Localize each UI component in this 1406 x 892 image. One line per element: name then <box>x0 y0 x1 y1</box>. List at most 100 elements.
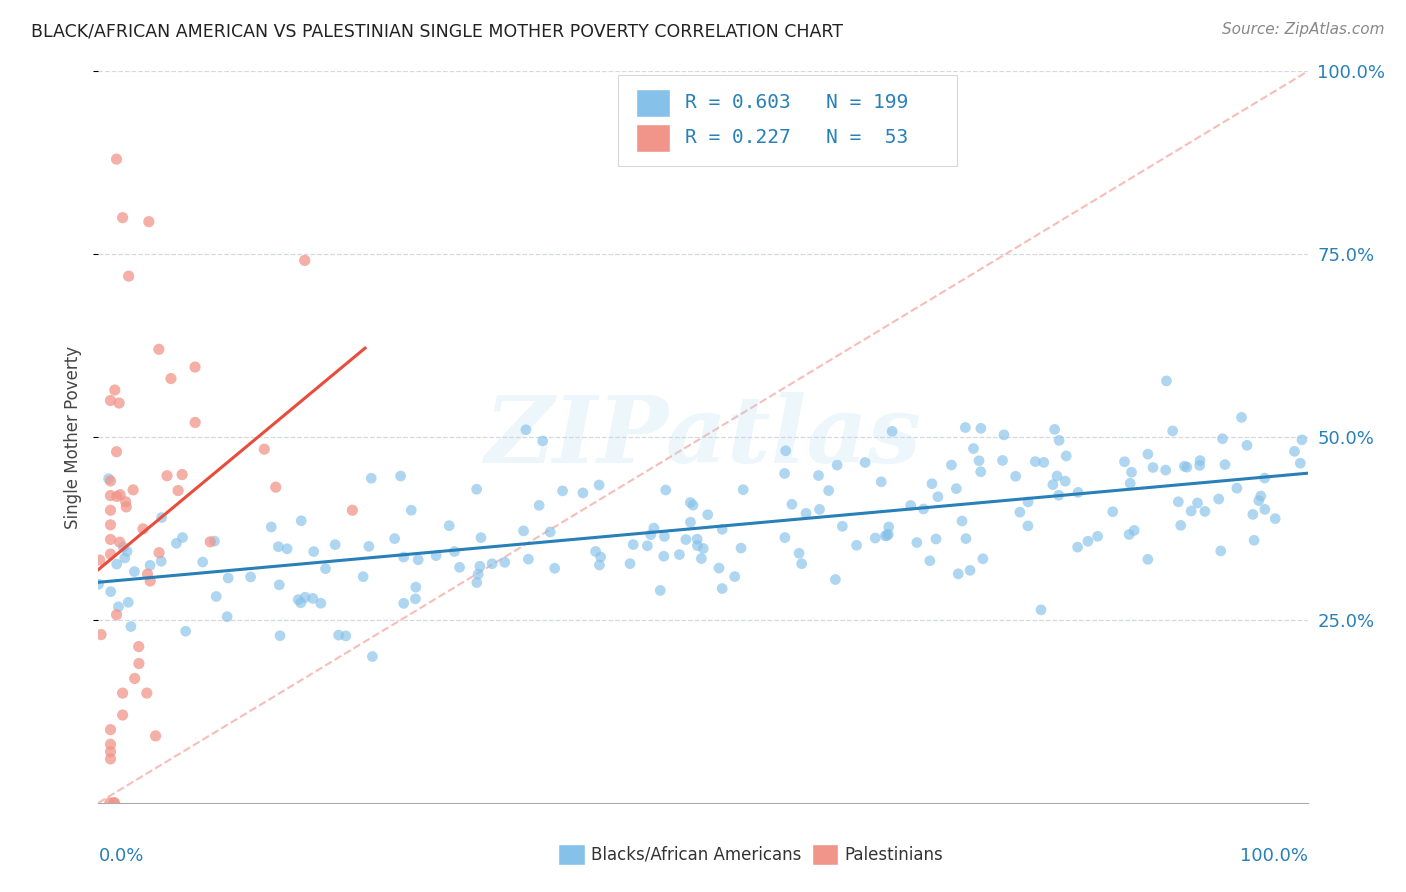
Point <box>267 540 290 554</box>
Point <box>128 657 150 671</box>
Point <box>100 503 122 517</box>
Point <box>165 536 187 550</box>
Point <box>302 544 325 558</box>
Point <box>870 475 893 489</box>
Point <box>97 472 120 486</box>
Point <box>1209 544 1232 558</box>
Point <box>690 551 713 566</box>
Point <box>100 745 122 759</box>
Point <box>585 544 607 558</box>
Point <box>260 520 283 534</box>
Point <box>733 483 755 497</box>
Point <box>538 524 561 539</box>
Point <box>392 596 415 610</box>
Point <box>399 503 422 517</box>
Point <box>900 499 922 513</box>
Point <box>105 444 128 458</box>
Point <box>167 483 190 498</box>
Point <box>588 558 610 572</box>
Point <box>650 583 672 598</box>
Point <box>1211 432 1233 446</box>
Point <box>294 591 316 605</box>
Point <box>865 531 887 545</box>
Point <box>1175 460 1198 475</box>
Point <box>875 529 897 543</box>
Point <box>1188 458 1211 473</box>
Point <box>589 549 612 564</box>
Point <box>100 737 122 751</box>
Point <box>276 541 298 556</box>
Point <box>527 499 550 513</box>
Point <box>619 557 641 571</box>
Point <box>686 532 709 546</box>
Point <box>817 483 839 498</box>
Point <box>1046 469 1069 483</box>
Point <box>120 619 142 633</box>
Point <box>1156 374 1178 388</box>
Point <box>174 624 197 639</box>
Point <box>1243 533 1265 548</box>
Point <box>1054 449 1077 463</box>
Point <box>825 458 848 472</box>
Point <box>172 467 194 482</box>
Point <box>90 627 112 641</box>
Point <box>1170 518 1192 533</box>
Point <box>1291 433 1313 447</box>
Point <box>730 541 752 555</box>
Point <box>724 569 747 583</box>
Point <box>1118 527 1140 541</box>
Point <box>449 560 471 574</box>
Point <box>100 533 122 547</box>
Point <box>172 531 194 545</box>
FancyBboxPatch shape <box>619 75 957 167</box>
Point <box>636 539 658 553</box>
Point <box>877 520 900 534</box>
Point <box>1208 491 1230 506</box>
Point <box>100 547 122 561</box>
Point <box>184 416 207 430</box>
Point <box>117 595 139 609</box>
Point <box>1180 504 1202 518</box>
Text: 0.0%: 0.0% <box>98 847 143 864</box>
Point <box>654 529 676 543</box>
Point <box>204 534 226 549</box>
Text: BLACK/AFRICAN AMERICAN VS PALESTINIAN SINGLE MOTHER POVERTY CORRELATION CHART: BLACK/AFRICAN AMERICAN VS PALESTINIAN SI… <box>31 22 844 40</box>
Point <box>1136 447 1159 461</box>
Point <box>437 518 460 533</box>
Point <box>711 582 734 596</box>
Point <box>1264 511 1286 525</box>
Point <box>1247 493 1270 508</box>
Point <box>100 723 122 737</box>
Point <box>1236 438 1258 452</box>
Point <box>1087 529 1109 543</box>
Point <box>675 533 697 547</box>
Point <box>794 507 817 521</box>
Point <box>640 527 662 541</box>
Point <box>392 550 415 565</box>
Point <box>1047 434 1070 448</box>
Point <box>711 522 734 536</box>
Point <box>89 553 111 567</box>
Point <box>780 497 803 511</box>
Y-axis label: Single Mother Poverty: Single Mother Poverty <box>65 345 83 529</box>
Point <box>918 554 941 568</box>
Point <box>1114 455 1136 469</box>
Point <box>925 532 948 546</box>
Point <box>100 474 122 488</box>
Point <box>100 752 122 766</box>
Point <box>118 269 141 284</box>
Point <box>643 521 665 535</box>
Point <box>269 578 291 592</box>
Point <box>1167 495 1189 509</box>
Point <box>112 540 135 554</box>
Point <box>138 214 160 228</box>
Point <box>105 607 128 622</box>
Point <box>1029 603 1052 617</box>
Point <box>1161 424 1184 438</box>
Point <box>139 574 162 588</box>
Point <box>124 565 146 579</box>
Point <box>1254 502 1277 516</box>
Point <box>773 531 796 545</box>
Point <box>1032 455 1054 469</box>
Point <box>972 551 994 566</box>
